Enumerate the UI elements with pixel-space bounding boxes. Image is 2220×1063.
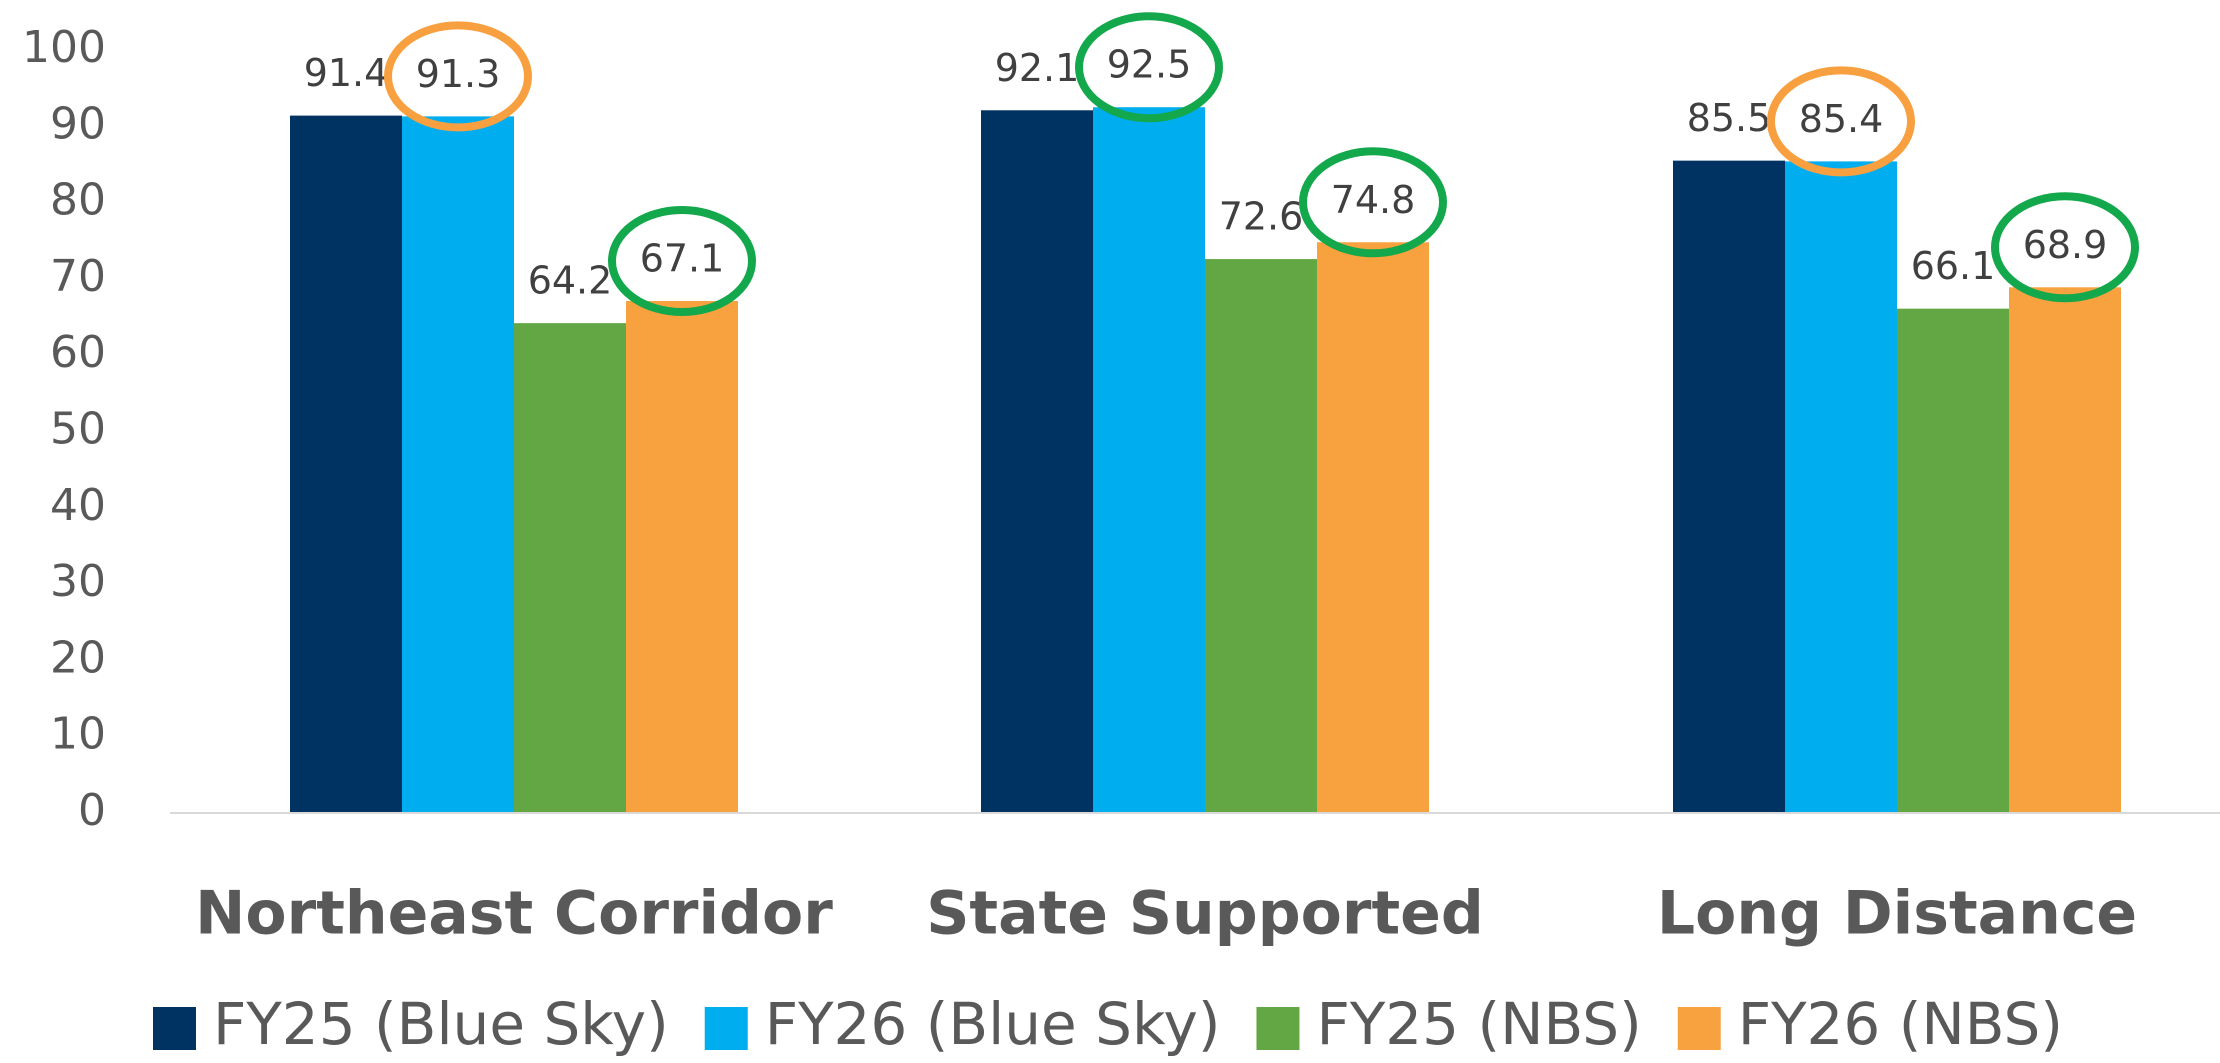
y-tick-label: 0	[78, 785, 106, 836]
legend-swatch	[153, 1007, 196, 1050]
bar	[1897, 308, 2009, 813]
y-tick-label: 70	[50, 251, 106, 302]
data-label: 85.5	[1687, 96, 1772, 140]
label-highlight	[384, 21, 532, 132]
bar	[290, 115, 402, 814]
bar	[626, 301, 738, 813]
x-tick-label: Northeast Corridor	[195, 879, 833, 949]
legend-swatch	[1256, 1007, 1300, 1050]
legend-swatch	[704, 1007, 748, 1050]
y-tick-label: 40	[50, 480, 106, 531]
data-label: 85.4	[1799, 97, 1884, 141]
x-tick-label: Long Distance	[1657, 879, 2137, 949]
legend-swatch	[1677, 1007, 1721, 1050]
data-label: 72.6	[1219, 195, 1304, 239]
data-label: 74.8	[1331, 178, 1416, 222]
y-tick-label: 30	[50, 556, 106, 607]
bar	[2009, 287, 2121, 814]
y-tick-label: 80	[50, 175, 106, 226]
bar	[402, 116, 514, 814]
y-tick-label: 10	[50, 709, 106, 760]
bar	[1785, 161, 1897, 813]
data-label: 66.1	[1911, 244, 1996, 288]
y-tick-label: 100	[22, 22, 106, 73]
data-label: 92.5	[1107, 43, 1192, 87]
data-label: 67.1	[640, 237, 725, 281]
legend-label: FY25 (Blue Sky)	[213, 990, 669, 1058]
data-label: 68.9	[2023, 223, 2108, 267]
bar	[1673, 160, 1785, 813]
label-highlight	[1991, 192, 2139, 303]
y-tick-label: 20	[50, 632, 106, 683]
label-highlight	[608, 206, 756, 317]
legend-label: FY25 (NBS)	[1316, 990, 1641, 1058]
label-highlight	[1767, 66, 1915, 177]
bar	[514, 323, 626, 813]
data-label: 91.3	[416, 52, 501, 96]
bar	[1317, 242, 1429, 813]
label-highlight	[1075, 12, 1223, 123]
data-label: 91.4	[304, 51, 389, 95]
bar	[1205, 259, 1317, 813]
y-tick-label: 50	[50, 404, 106, 455]
data-label: 64.2	[528, 259, 613, 303]
label-highlight	[1299, 147, 1447, 258]
y-tick-label: 60	[50, 327, 106, 378]
bar	[981, 110, 1093, 814]
x-tick-label: State Supported	[926, 879, 1484, 949]
legend-label: FY26 (Blue Sky)	[765, 990, 1221, 1058]
y-tick-label: 90	[50, 98, 106, 149]
data-label: 92.1	[995, 46, 1080, 90]
bar	[1093, 107, 1205, 814]
legend-label: FY26 (NBS)	[1738, 990, 2063, 1058]
